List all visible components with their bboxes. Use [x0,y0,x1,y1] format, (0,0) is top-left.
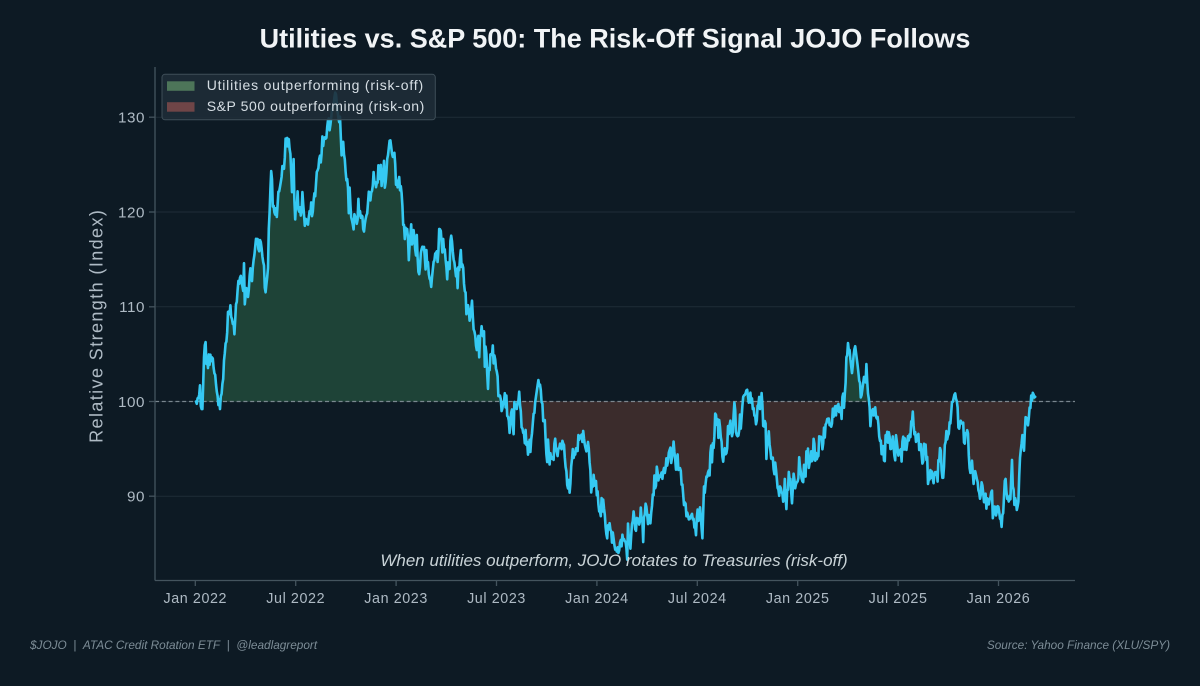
svg-text:$JOJO | ATAC Credit Rotation: $JOJO | ATAC Credit Rotation ETF | @lead… [29,638,318,652]
svg-text:110: 110 [119,299,145,316]
svg-text:Utilities vs. S&P 500: The Ris: Utilities vs. S&P 500: The Risk-Off Sign… [260,23,971,53]
svg-text:When utilities outperform, JOJ: When utilities outperform, JOJO rotates … [380,551,847,570]
svg-text:120: 120 [118,204,145,221]
svg-text:90: 90 [127,489,145,506]
svg-text:S&P 500 outperforming (risk-on: S&P 500 outperforming (risk-on) [207,98,425,114]
svg-text:Jul 2023: Jul 2023 [467,591,526,607]
svg-text:100: 100 [118,394,145,411]
svg-text:Jan 2024: Jan 2024 [565,591,629,607]
svg-text:Jan 2023: Jan 2023 [364,591,428,607]
svg-text:Jan 2022: Jan 2022 [163,591,227,607]
svg-text:Relative Strength (Index): Relative Strength (Index) [87,209,107,443]
svg-text:Source: Yahoo Finance (XLU/SPY: Source: Yahoo Finance (XLU/SPY) [987,638,1170,652]
svg-text:Jan 2026: Jan 2026 [967,591,1031,607]
svg-text:Jan 2025: Jan 2025 [766,591,830,607]
svg-text:Jul 2025: Jul 2025 [869,591,928,607]
svg-text:Utilities outperforming (risk-: Utilities outperforming (risk-off) [207,77,424,93]
svg-text:Jul 2024: Jul 2024 [668,591,727,607]
svg-text:Jul 2022: Jul 2022 [266,591,325,607]
svg-text:130: 130 [118,110,145,127]
